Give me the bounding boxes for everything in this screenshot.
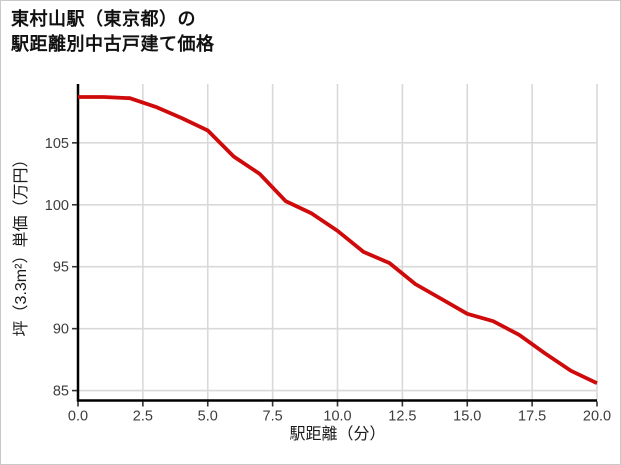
x-tick-label: 15.0: [453, 409, 481, 425]
x-tick-label: 7.5: [263, 409, 283, 425]
x-tick-label: 17.5: [518, 409, 546, 425]
x-tick-label: 0.0: [68, 409, 88, 425]
y-tick-label: 90: [53, 322, 69, 338]
x-tick-label: 12.5: [388, 409, 416, 425]
x-tick-label: 10.0: [323, 409, 351, 425]
y-axis-label: 坪（3.3m²）単価（万円）: [13, 151, 30, 337]
x-axis-label: 駅距離（分）: [289, 426, 386, 443]
x-tick-label: 20.0: [583, 409, 611, 425]
chart-title: 東村山駅（東京都）の 駅距離別中古戸建て価格: [11, 7, 215, 57]
chart-title-line1: 東村山駅（東京都）の: [11, 9, 196, 29]
y-tick-label: 85: [53, 384, 69, 400]
price-line: [78, 95, 598, 385]
y-tick-label: 105: [45, 136, 69, 152]
x-tick-label: 2.5: [133, 409, 153, 425]
chart-title-line2: 駅距離別中古戸建て価格: [11, 34, 215, 55]
y-tick-label: 95: [53, 260, 69, 276]
x-tick-label: 5.0: [198, 409, 218, 425]
y-tick-label: 100: [45, 198, 69, 214]
